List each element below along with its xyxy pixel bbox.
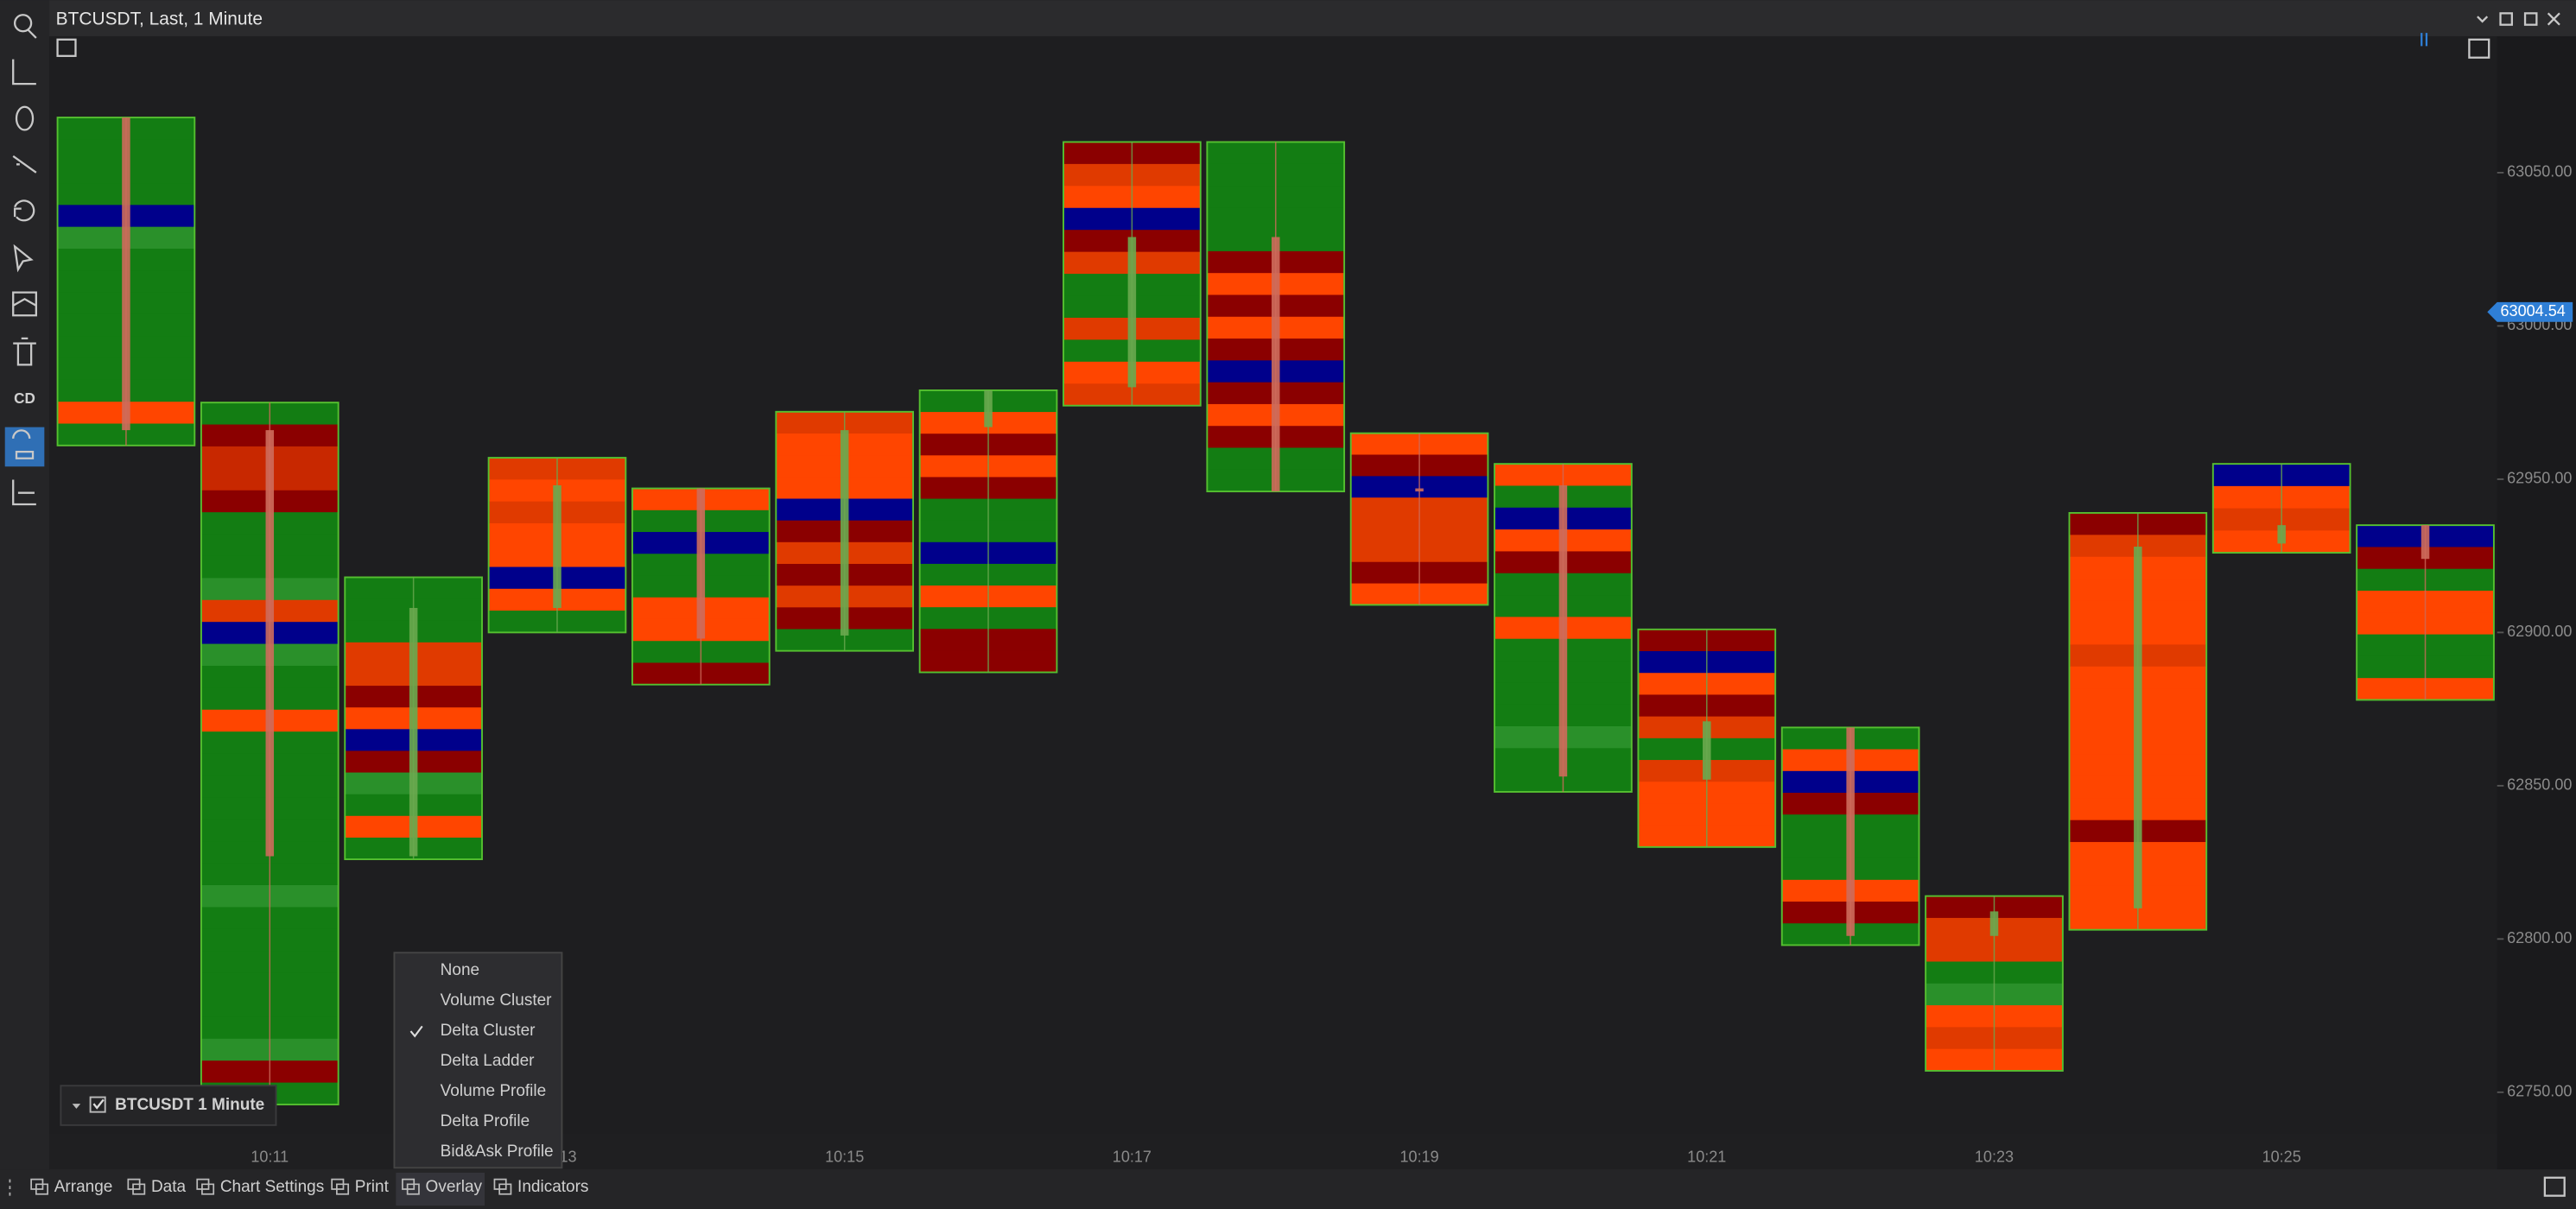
dropdown[interactable] — [2477, 16, 2489, 23]
panel-tool[interactable] — [12, 479, 36, 506]
toolbar-corner[interactable] — [2543, 1176, 2566, 1197]
axis-tool[interactable] — [12, 59, 36, 85]
toolbar-button[interactable]: Print — [355, 1178, 390, 1196]
toolbar-button[interactable]: Chart Settings — [220, 1178, 324, 1196]
candle-body — [122, 117, 130, 431]
search-icon[interactable] — [13, 14, 33, 33]
window-title: BTCUSDT, Last, 1 Minute — [56, 9, 263, 28]
button-icon — [30, 1178, 49, 1195]
price-axis — [2497, 35, 2576, 1170]
candle-body — [2277, 525, 2286, 544]
candle-body — [696, 488, 706, 639]
toolbar-button[interactable]: Arrange — [54, 1178, 113, 1196]
menu-check — [409, 1025, 423, 1038]
last-price-tag — [2487, 301, 2573, 322]
candle-body — [2134, 546, 2142, 908]
candle-body — [840, 430, 849, 636]
search-handle — [27, 28, 37, 39]
candle-body — [984, 389, 993, 427]
y-tick-label: 62750.00 — [2507, 1083, 2572, 1100]
refresh-tool[interactable] — [13, 199, 35, 222]
y-tick-label: 63050.00 — [2507, 163, 2572, 180]
button-icon — [402, 1178, 420, 1195]
button-icon — [493, 1178, 512, 1195]
x-tick-label: 10:11 — [251, 1149, 289, 1166]
candle-body — [1415, 488, 1424, 492]
button-icon — [127, 1178, 146, 1195]
legend-box — [60, 1085, 277, 1126]
chart: 62750.00 62800.00 62850.00 62900.00 62950.00… — [56, 117, 2573, 1166]
candle-body — [553, 484, 562, 608]
toolbar-button[interactable]: Data — [151, 1178, 187, 1196]
line-tool[interactable] — [12, 155, 37, 174]
y-tick-label: 62800.00 — [2507, 929, 2572, 946]
overlay-menu: None Volume Cluster Delta Cluster Delta Lad… — [393, 952, 563, 1169]
menu-item[interactable]: None — [441, 961, 479, 979]
candle-body — [1271, 237, 1280, 492]
x-tick-label: 10:15 — [825, 1149, 864, 1166]
toolbar-buttons: Arrange Data Chart Settings Print Overlay Ind… — [30, 1173, 588, 1206]
window-controls[interactable] — [2477, 12, 2560, 26]
button-icon — [196, 1178, 215, 1195]
y-tick-label: 62850.00 — [2507, 776, 2572, 794]
menu-item[interactable]: Bid&Ask Profile — [441, 1143, 554, 1161]
menu-item[interactable]: Delta Ladder — [441, 1052, 535, 1070]
candle-body — [1127, 237, 1137, 388]
candle-body — [265, 430, 275, 857]
candle-body — [409, 607, 418, 857]
sidebar-icons — [4, 14, 45, 506]
menu-item[interactable]: Delta Cluster — [441, 1022, 536, 1040]
legend-check — [92, 1098, 105, 1110]
active-tool[interactable] — [4, 427, 45, 467]
x-tick-label: 10:23 — [1975, 1149, 2014, 1166]
toolbar-button[interactable]: Indicators — [517, 1178, 588, 1196]
y-tick-label: 62900.00 — [2507, 623, 2572, 640]
layers-tool[interactable] — [12, 291, 37, 317]
x-tick-label: 10:17 — [1113, 1149, 1152, 1166]
candle-body — [2421, 525, 2430, 560]
delete-tool[interactable] — [13, 337, 36, 366]
candle-body — [1989, 911, 1999, 936]
last-price-label: 63004.54 — [2501, 302, 2566, 320]
legend-checkbox[interactable] — [89, 1096, 106, 1113]
menu-item[interactable]: Volume Profile — [441, 1082, 547, 1100]
maximize[interactable] — [2523, 12, 2538, 26]
panel-toggle-right[interactable] — [2468, 38, 2490, 59]
sidebar-label[interactable]: CD — [14, 390, 35, 407]
sidebar — [0, 0, 50, 1170]
menu-item[interactable]: Delta Profile — [441, 1112, 530, 1130]
close[interactable] — [2547, 12, 2560, 26]
legend: BTCUSDT 1 Minute — [60, 1085, 277, 1126]
panel-toggle[interactable] — [56, 38, 77, 57]
cloud-tool — [12, 429, 35, 459]
pause-indicator — [2421, 33, 2428, 47]
x-tick-label: 10:25 — [2262, 1149, 2301, 1166]
toolbar-button[interactable]: Overlay — [426, 1178, 483, 1196]
mouse-tool[interactable] — [15, 105, 35, 131]
x-tick-label: 10:19 — [1400, 1149, 1439, 1166]
candle-body — [1703, 721, 1711, 780]
menu-item[interactable]: Volume Cluster — [441, 991, 553, 1010]
pointer-tool[interactable] — [13, 244, 34, 273]
y-tick-label: 62950.00 — [2507, 470, 2572, 487]
x-tick-label: 10:21 — [1687, 1149, 1726, 1166]
candle-body — [1558, 484, 1568, 777]
detach[interactable] — [2499, 12, 2513, 26]
menu-panel — [393, 952, 563, 1169]
legend-expand[interactable] — [72, 1104, 81, 1109]
button-icon — [331, 1178, 350, 1195]
title-bar — [0, 0, 2576, 36]
legend-label: BTCUSDT 1 Minute — [115, 1096, 264, 1114]
candle-body — [1846, 727, 1855, 936]
